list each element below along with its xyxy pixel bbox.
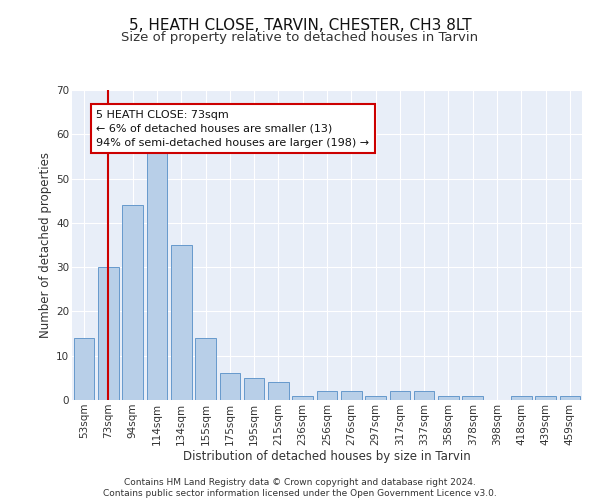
Bar	[98, 267, 119, 400]
Bar	[122, 205, 143, 400]
Bar	[438, 396, 459, 400]
Text: 5 HEATH CLOSE: 73sqm
← 6% of detached houses are smaller (13)
94% of semi-detach: 5 HEATH CLOSE: 73sqm ← 6% of detached ho…	[96, 110, 370, 148]
Y-axis label: Number of detached properties: Number of detached properties	[39, 152, 52, 338]
Text: 5, HEATH CLOSE, TARVIN, CHESTER, CH3 8LT: 5, HEATH CLOSE, TARVIN, CHESTER, CH3 8LT	[128, 18, 472, 32]
Bar	[535, 396, 556, 400]
Text: Size of property relative to detached houses in Tarvin: Size of property relative to detached ho…	[121, 32, 479, 44]
Bar	[292, 396, 313, 400]
Bar	[74, 338, 94, 400]
Bar	[171, 245, 191, 400]
Bar	[220, 374, 240, 400]
Bar	[195, 338, 216, 400]
Bar	[317, 391, 337, 400]
X-axis label: Distribution of detached houses by size in Tarvin: Distribution of detached houses by size …	[183, 450, 471, 464]
Bar	[146, 143, 167, 400]
Bar	[560, 396, 580, 400]
Bar	[365, 396, 386, 400]
Bar	[463, 396, 483, 400]
Bar	[268, 382, 289, 400]
Bar	[389, 391, 410, 400]
Text: Contains HM Land Registry data © Crown copyright and database right 2024.
Contai: Contains HM Land Registry data © Crown c…	[103, 478, 497, 498]
Bar	[414, 391, 434, 400]
Bar	[511, 396, 532, 400]
Bar	[341, 391, 362, 400]
Bar	[244, 378, 265, 400]
